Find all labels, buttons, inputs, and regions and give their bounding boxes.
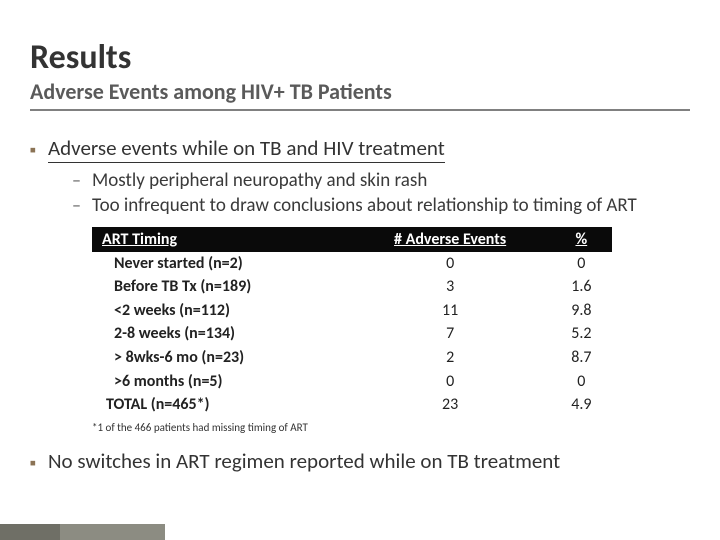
dash-icon: – bbox=[72, 169, 92, 191]
cell-events: 7 bbox=[350, 322, 551, 346]
cell-pct: 9.8 bbox=[551, 299, 612, 323]
table-row: <2 weeks (n=112) 11 9.8 bbox=[92, 299, 612, 323]
sub-bullets: – Mostly peripheral neuropathy and skin … bbox=[72, 169, 690, 217]
page-subtitle: Adverse Events among HIV+ TB Patients bbox=[30, 78, 690, 111]
table-container: ART Timing # Adverse Events % Never star… bbox=[92, 227, 690, 417]
footnote: *1 of the 466 patients had missing timin… bbox=[92, 421, 690, 434]
adverse-events-table: ART Timing # Adverse Events % Never star… bbox=[92, 227, 612, 417]
table-row: 2-8 weeks (n=134) 7 5.2 bbox=[92, 322, 612, 346]
sub-bullet-2-text: Too infrequent to draw conclusions about… bbox=[92, 194, 637, 217]
bullet-2: ▪ No switches in ART regimen reported wh… bbox=[30, 448, 690, 474]
cell-label: Never started (n=2) bbox=[92, 252, 350, 276]
table-row: Never started (n=2) 0 0 bbox=[92, 252, 612, 276]
cell-pct: 1.6 bbox=[551, 275, 612, 299]
cell-events: 23 bbox=[350, 393, 551, 417]
cell-events: 0 bbox=[350, 252, 551, 276]
cell-label: <2 weeks (n=112) bbox=[92, 299, 350, 323]
dash-icon: – bbox=[72, 194, 92, 216]
sub-bullet-1-text: Mostly peripheral neuropathy and skin ra… bbox=[92, 169, 427, 192]
square-bullet-icon: ▪ bbox=[30, 454, 48, 473]
col-percent: % bbox=[551, 227, 612, 252]
cell-pct: 5.2 bbox=[551, 322, 612, 346]
col-art-timing: ART Timing bbox=[92, 227, 350, 252]
cell-events: 0 bbox=[350, 370, 551, 394]
bullet-2-text: No switches in ART regimen reported whil… bbox=[48, 448, 560, 474]
page-title: Results bbox=[30, 40, 690, 76]
table-header-row: ART Timing # Adverse Events % bbox=[92, 227, 612, 252]
cell-label: Before TB Tx (n=189) bbox=[92, 275, 350, 299]
table-row: Before TB Tx (n=189) 3 1.6 bbox=[92, 275, 612, 299]
table-row: >6 months (n=5) 0 0 bbox=[92, 370, 612, 394]
cell-label: >6 months (n=5) bbox=[92, 370, 350, 394]
table-row-total: TOTAL (n=465*) 23 4.9 bbox=[92, 393, 612, 417]
table-row: > 8wks-6 mo (n=23) 2 8.7 bbox=[92, 346, 612, 370]
body: ▪ Adverse events while on TB and HIV tre… bbox=[30, 135, 690, 474]
bullet-1-text: Adverse events while on TB and HIV treat… bbox=[48, 135, 445, 163]
cell-label: 2-8 weeks (n=134) bbox=[92, 322, 350, 346]
cell-events: 11 bbox=[350, 299, 551, 323]
cell-pct: 0 bbox=[551, 370, 612, 394]
cell-events: 3 bbox=[350, 275, 551, 299]
bullet-1: ▪ Adverse events while on TB and HIV tre… bbox=[30, 135, 690, 163]
col-adverse-events: # Adverse Events bbox=[350, 227, 551, 252]
cell-label: TOTAL (n=465*) bbox=[92, 393, 350, 417]
square-bullet-icon: ▪ bbox=[30, 141, 48, 160]
slide: Results Adverse Events among HIV+ TB Pat… bbox=[0, 0, 720, 474]
sub-bullet-1: – Mostly peripheral neuropathy and skin … bbox=[72, 169, 690, 192]
cell-pct: 8.7 bbox=[551, 346, 612, 370]
cell-label: > 8wks-6 mo (n=23) bbox=[92, 346, 350, 370]
cell-pct: 0 bbox=[551, 252, 612, 276]
sub-bullet-2: – Too infrequent to draw conclusions abo… bbox=[72, 194, 690, 217]
cell-pct: 4.9 bbox=[551, 393, 612, 417]
footer-decoration bbox=[0, 524, 165, 540]
cell-events: 2 bbox=[350, 346, 551, 370]
